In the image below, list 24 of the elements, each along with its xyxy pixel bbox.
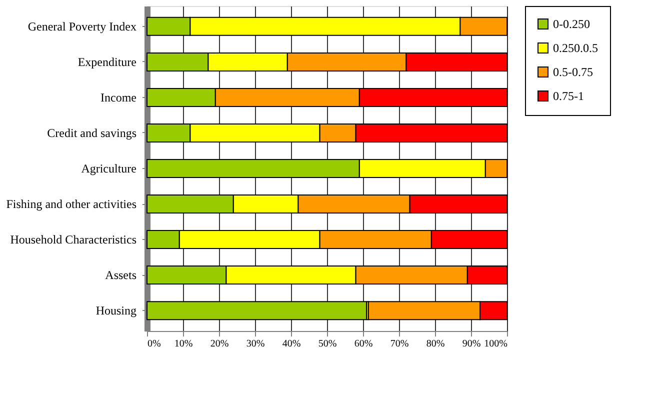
y-tick-label: General Poverty Index (28, 19, 136, 34)
x-tick-label: 100% (484, 338, 508, 350)
x-tick-label: 80% (426, 338, 445, 350)
y-tick-label: Assets (105, 268, 137, 282)
y-tick-label: Credit and savings (47, 126, 137, 140)
x-tick-label: 70% (390, 338, 409, 350)
x-tick-label: 30% (246, 338, 265, 350)
x-tick-label: 60% (354, 338, 373, 350)
y-tick-label: Household Characteristics (10, 232, 137, 247)
legend-label: 0.5-0.75 (553, 65, 593, 79)
y-tick-label: Agriculture (81, 162, 136, 176)
x-tick-label: 50% (318, 338, 337, 350)
y-tick-label: Expenditure (78, 54, 136, 69)
x-tick-label: 90% (462, 338, 481, 350)
x-tick-label: 40% (282, 338, 301, 350)
legend-label: 0-0.250 (553, 17, 590, 31)
legend-label: 0.250.0.5 (553, 41, 598, 55)
x-tick-label: 0% (148, 338, 161, 350)
y-tick-label: Fishing and other activities (6, 197, 137, 212)
legend-label: 0.75-1 (553, 89, 584, 103)
y-tick-label: Income (100, 90, 136, 104)
x-tick-label: 10% (174, 338, 193, 350)
y-tick-label: Housing (96, 304, 136, 318)
x-tick-label: 20% (210, 338, 229, 350)
